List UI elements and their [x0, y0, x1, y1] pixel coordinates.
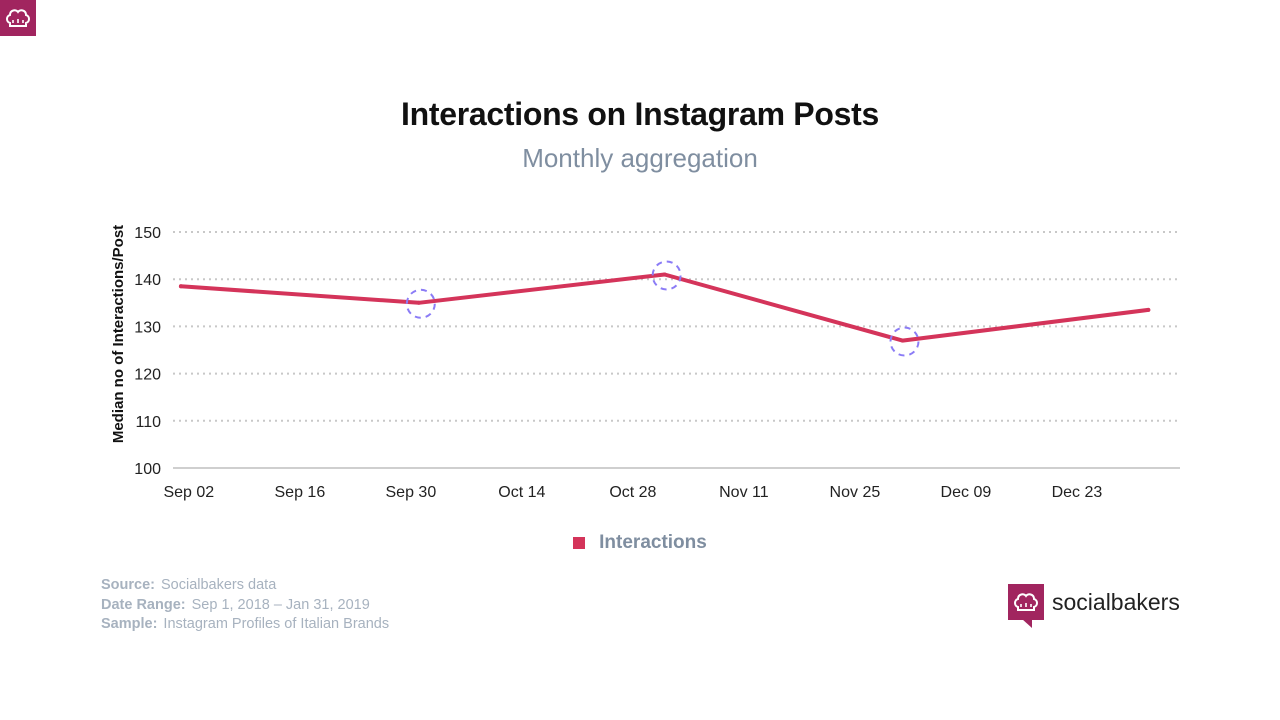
legend[interactable]: Interactions: [0, 532, 1280, 554]
chef-hat-icon: [1014, 593, 1038, 611]
data-point: [662, 272, 667, 277]
date-range-value: Sep 1, 2018 – Jan 31, 2019: [191, 596, 370, 613]
data-point: [416, 300, 421, 305]
y-tick-label: 140: [134, 272, 161, 289]
x-tick-label: Dec 09: [941, 484, 992, 501]
highlight-ring: [651, 260, 682, 291]
highlight-ring: [405, 288, 436, 319]
brand-logo[interactable]: socialbakers: [1008, 584, 1180, 628]
y-tick-label: 150: [134, 225, 161, 242]
chart-footer: Source: Socialbakers data Date Range: Sep …: [101, 576, 389, 635]
x-tick-label: Oct 14: [498, 484, 545, 501]
highlight-ring: [889, 326, 920, 357]
x-tick-label: Sep 30: [386, 484, 437, 501]
footer-date-range: Date Range: Sep 1, 2018 – Jan 31, 2019: [101, 596, 389, 616]
x-tick-label: Dec 23: [1052, 484, 1103, 501]
x-tick-label: Nov 25: [830, 484, 881, 501]
legend-swatch: [573, 537, 586, 549]
footer-source: Source: Socialbakers data: [101, 576, 389, 596]
x-tick-label: Oct 28: [609, 484, 656, 501]
brand-mark: [1008, 584, 1044, 628]
corner-logo: [0, 0, 36, 36]
y-tick-label: 130: [134, 319, 161, 336]
sample-label: Sample:: [101, 616, 158, 632]
sample-value: Instagram Profiles of Italian Brands: [163, 616, 390, 632]
date-range-label: Date Range:: [101, 596, 186, 613]
data-point: [178, 284, 183, 289]
chart-title: Interactions on Instagram Posts: [401, 96, 879, 132]
legend-label: Interactions: [599, 532, 707, 553]
footer-sample: Sample: Instagram Profiles of Italian Bra…: [101, 615, 389, 635]
x-tick-label: Nov 11: [719, 484, 769, 501]
series-line-interactions: [178, 272, 1151, 343]
y-tick-label: 100: [134, 461, 161, 478]
data-point: [1146, 307, 1151, 312]
source-value: Socialbakers data: [161, 577, 277, 593]
y-tick-label: 110: [135, 414, 161, 431]
y-tick-label: 120: [134, 367, 161, 384]
y-axis-label: Median no of Interactions/Post: [110, 225, 127, 443]
x-tick-label: Sep 16: [275, 484, 326, 501]
chef-hat-icon: [6, 9, 30, 27]
data-point: [900, 338, 905, 343]
chart-subtitle: Monthly aggregation: [522, 143, 758, 173]
brand-name: socialbakers: [1052, 588, 1180, 615]
x-tick-label: Sep 02: [163, 484, 214, 501]
source-label: Source:: [101, 577, 155, 593]
